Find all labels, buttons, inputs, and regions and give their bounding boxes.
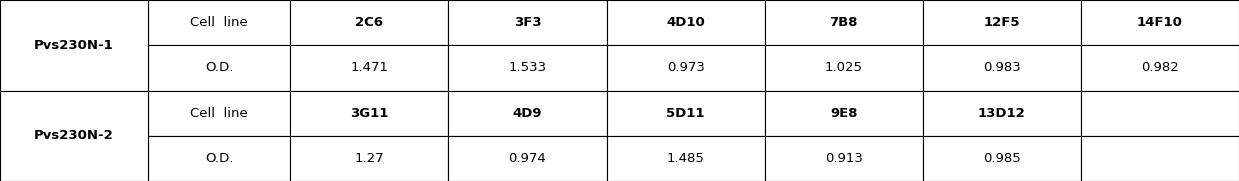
Bar: [0, 0, 149, 45]
Bar: [0, 90, 149, 136]
Text: Pvs230N-1: Pvs230N-1: [35, 39, 114, 52]
Bar: [0, 0, 149, 90]
Bar: [149, 90, 290, 136]
Bar: [149, 136, 290, 181]
Bar: [290, 136, 449, 181]
Text: Pvs230N-2: Pvs230N-2: [35, 129, 114, 142]
Bar: [1080, 136, 1239, 181]
Bar: [1080, 45, 1239, 90]
Bar: [449, 0, 607, 45]
Bar: [607, 45, 764, 90]
Text: O.D.: O.D.: [206, 152, 233, 165]
Bar: [764, 136, 923, 181]
Text: 3F3: 3F3: [514, 16, 541, 29]
Bar: [1080, 90, 1239, 136]
Text: 1.025: 1.025: [825, 61, 862, 74]
Text: 14F10: 14F10: [1137, 16, 1183, 29]
Bar: [764, 90, 923, 136]
Bar: [923, 136, 1080, 181]
Text: Cell  line: Cell line: [191, 107, 248, 120]
Bar: [290, 90, 449, 136]
Text: 12F5: 12F5: [984, 16, 1020, 29]
Text: 0.973: 0.973: [667, 61, 705, 74]
Text: 1.485: 1.485: [667, 152, 705, 165]
Bar: [607, 90, 764, 136]
Bar: [449, 90, 607, 136]
Text: O.D.: O.D.: [206, 61, 233, 74]
Bar: [290, 0, 449, 45]
Text: Cell  line: Cell line: [191, 16, 248, 29]
Bar: [449, 45, 607, 90]
Bar: [764, 0, 923, 45]
Text: 4D9: 4D9: [513, 107, 543, 120]
Bar: [290, 45, 449, 90]
Text: 0.982: 0.982: [1141, 61, 1178, 74]
Bar: [607, 0, 764, 45]
Text: 1.471: 1.471: [351, 61, 388, 74]
Bar: [923, 45, 1080, 90]
Text: 9E8: 9E8: [830, 107, 857, 120]
Bar: [1080, 0, 1239, 45]
Text: 3G11: 3G11: [351, 107, 389, 120]
Text: 0.983: 0.983: [983, 61, 1021, 74]
Text: 5D11: 5D11: [667, 107, 705, 120]
Bar: [607, 136, 764, 181]
Text: 7B8: 7B8: [829, 16, 857, 29]
Text: 4D10: 4D10: [667, 16, 705, 29]
Bar: [449, 136, 607, 181]
Bar: [149, 0, 290, 45]
Bar: [0, 136, 149, 181]
Bar: [764, 45, 923, 90]
Bar: [0, 90, 149, 181]
Text: 0.974: 0.974: [508, 152, 546, 165]
Text: 2C6: 2C6: [356, 16, 383, 29]
Text: 1.533: 1.533: [508, 61, 546, 74]
Text: 0.985: 0.985: [983, 152, 1021, 165]
Bar: [0, 45, 149, 90]
Text: 0.913: 0.913: [825, 152, 862, 165]
Bar: [923, 0, 1080, 45]
Bar: [923, 90, 1080, 136]
Text: 1.27: 1.27: [354, 152, 384, 165]
Bar: [149, 45, 290, 90]
Text: 13D12: 13D12: [978, 107, 1026, 120]
